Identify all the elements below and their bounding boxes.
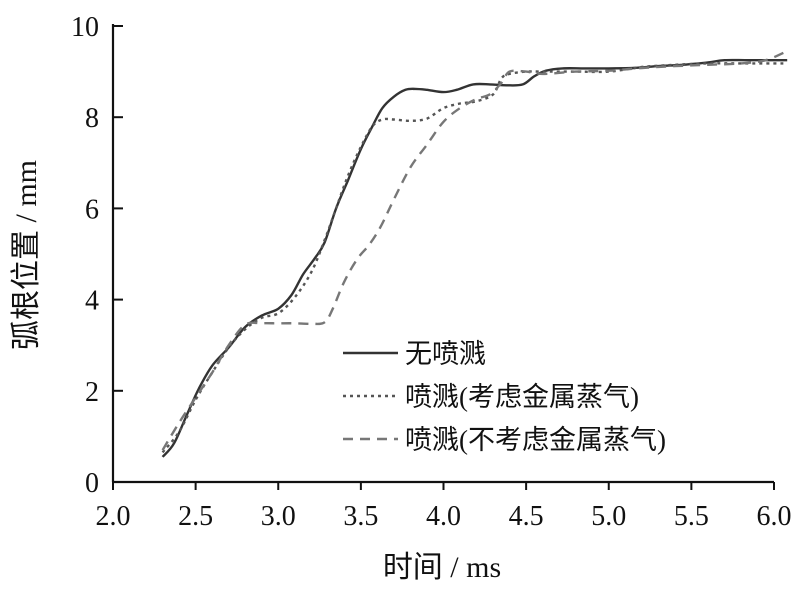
x-tick-label: 2.0 <box>96 501 131 532</box>
series-line-solid <box>161 58 788 458</box>
series-line-dashed <box>161 49 788 451</box>
legend: 无喷溅 喷溅(考虑金属蒸气) 喷溅(不考虑金属蒸气) <box>343 339 666 455</box>
y-tick-label: 4 <box>85 286 99 317</box>
x-tick-label: 2.5 <box>178 501 213 532</box>
y-tick-label: 8 <box>85 103 99 134</box>
plot-series <box>161 49 788 458</box>
x-tick-label: 3.5 <box>343 501 378 532</box>
x-tick-label: 5.0 <box>591 501 626 532</box>
y-tick-label: 2 <box>85 377 99 408</box>
y-tick-label: 6 <box>85 194 99 225</box>
y-axis-title: 弧根位置 / mm <box>10 160 43 350</box>
x-tick-label: 6.0 <box>757 501 792 532</box>
x-tick-label: 3.0 <box>261 501 296 532</box>
legend-label-no-spatter: 无喷溅 <box>405 339 486 369</box>
x-axis-title: 时间 / ms <box>383 551 501 584</box>
x-tick-label: 4.0 <box>426 501 461 532</box>
x-tick-label: 4.5 <box>509 501 544 532</box>
y-tick-label: 0 <box>85 468 99 499</box>
legend-label-spatter-vapor: 喷溅(考虑金属蒸气) <box>405 382 639 412</box>
legend-label-spatter-no-vapor: 喷溅(不考虑金属蒸气) <box>405 425 666 455</box>
x-axis-ticks: 2.0 2.5 3.0 3.5 4.0 4.5 5.0 5.5 6.0 <box>96 482 792 532</box>
y-tick-label: 10 <box>71 12 99 43</box>
y-axis-ticks: 0 2 4 6 8 10 <box>71 12 123 499</box>
x-tick-label: 5.5 <box>674 501 709 532</box>
